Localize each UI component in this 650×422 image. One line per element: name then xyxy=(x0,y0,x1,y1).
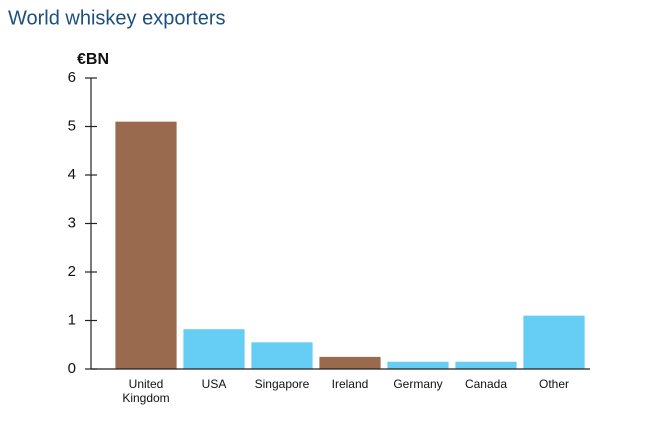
x-tick-label: USA xyxy=(201,377,227,391)
bar xyxy=(319,356,381,369)
y-tick-label: 0 xyxy=(68,360,76,377)
x-tick-label: Other xyxy=(538,377,569,391)
x-tick-label: Ireland xyxy=(331,377,369,391)
y-tick-label: 1 xyxy=(68,311,76,328)
bar xyxy=(183,329,245,369)
y-tick-label: 5 xyxy=(68,117,76,134)
y-axis-label: €BN xyxy=(77,51,109,68)
x-tick-label: Germany xyxy=(393,377,443,391)
y-tick-label: 3 xyxy=(68,214,76,231)
y-tick-label: 2 xyxy=(68,263,76,280)
chart-title: World whiskey exporters xyxy=(8,7,225,29)
y-tick-label: 6 xyxy=(68,69,76,86)
bar xyxy=(455,361,517,369)
x-tick-label: Singapore xyxy=(254,377,310,391)
bar xyxy=(387,361,449,369)
bar xyxy=(115,121,177,370)
x-tick-label: Canada xyxy=(464,377,508,391)
bar xyxy=(251,342,313,369)
bar xyxy=(523,315,585,369)
x-tick-label: United Kingdom xyxy=(122,377,170,405)
y-tick-label: 4 xyxy=(68,166,76,183)
